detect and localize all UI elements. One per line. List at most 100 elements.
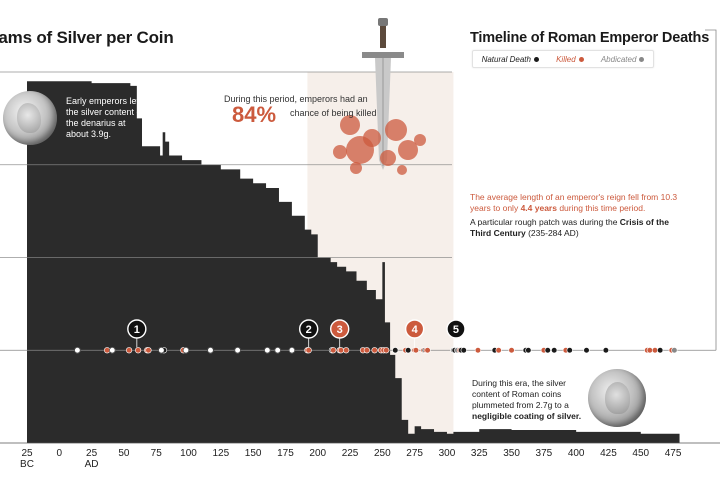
- annotation-crisis: A particular rough patch was during the …: [470, 217, 685, 239]
- legend: Natural Death Killed Abdicated: [472, 50, 654, 68]
- crisis-text-post: (235-284 AD): [525, 228, 579, 238]
- death-dot-4: [135, 347, 142, 354]
- marker-circle-4: [404, 319, 425, 339]
- legend-abdicated-dot: [639, 56, 645, 62]
- x-tick-label: 250: [373, 448, 391, 459]
- natural-outline-2: [158, 347, 165, 354]
- death-dot-25: [371, 347, 378, 354]
- blood-splatter-4: [398, 140, 418, 160]
- blood-splatter-8: [350, 162, 362, 174]
- timeline-connector: [705, 29, 717, 351]
- x-tick-label: 350: [503, 448, 520, 459]
- death-dot-56: [602, 347, 609, 354]
- early-coin-image: [3, 91, 57, 145]
- x-tick-label: 200: [309, 448, 327, 459]
- late-text-bold: negligible coating of silver.: [472, 411, 582, 421]
- x-tick-label: 175: [277, 448, 294, 459]
- death-dot-6: [145, 347, 152, 354]
- death-dot-37: [424, 347, 431, 354]
- death-dot-31: [405, 347, 412, 354]
- blood-splatter-7: [414, 134, 426, 146]
- x-tick-label: 25 BC: [12, 448, 42, 470]
- x-tick-label: 25 AD: [77, 448, 107, 470]
- death-dot-19: [330, 347, 337, 354]
- x-tick-label: 375: [535, 448, 553, 459]
- marker-number-1: 1: [134, 324, 140, 336]
- reign-text-post: during this time period.: [556, 203, 646, 213]
- death-dot-52: [551, 347, 558, 354]
- death-dot-21: [337, 347, 345, 354]
- legend-killed: Killed: [556, 55, 584, 64]
- blood-splatter-6: [333, 145, 347, 159]
- x-tick-label: 150: [244, 448, 262, 459]
- marker-number-2: 2: [306, 324, 312, 336]
- x-tick-label: 325: [470, 448, 488, 459]
- x-tick-label: 225: [341, 448, 359, 459]
- natural-outline-7: [274, 347, 281, 354]
- death-dot-33: [412, 347, 420, 354]
- annotation-reign: The average length of an emperor's reign…: [470, 192, 685, 239]
- marker-circle-5: [446, 319, 466, 339]
- blood-splatter-0: [340, 115, 360, 135]
- x-tick-label: 75: [150, 448, 162, 459]
- x-tick-sublabel: BC: [20, 459, 34, 470]
- death-dot-1: [104, 347, 111, 354]
- death-dot-24: [363, 347, 370, 354]
- legend-abdicated-label: Abdicated: [600, 54, 637, 64]
- chart-title-right: Timeline of Roman Emperor Deaths: [470, 30, 710, 46]
- death-dot-59: [651, 347, 659, 354]
- silver-content-area: [27, 81, 680, 444]
- death-dot-54: [566, 347, 573, 354]
- death-dot-17: [305, 347, 312, 354]
- natural-outline-3: [182, 347, 190, 354]
- blood-splatter-9: [397, 165, 407, 175]
- crisis-text-pre: A particular rough patch was during the: [470, 217, 620, 227]
- legend-natural-label: Natural Death: [481, 54, 531, 64]
- annotation-early-emperors: Early emperors left the silver content o…: [66, 96, 145, 139]
- sword-icon: [333, 18, 426, 175]
- x-tick-label: 100: [180, 448, 197, 459]
- annotation-reign-length: The average length of an emperor's reign…: [470, 192, 685, 214]
- x-tick-sublabel: AD: [84, 459, 99, 470]
- death-dot-44: [474, 347, 482, 354]
- legend-natural-dot: [533, 56, 539, 62]
- x-tick-label: 400: [567, 448, 585, 459]
- late-coin-image: [588, 369, 646, 427]
- chart-title-left: rams of Silver per Coin: [0, 28, 174, 47]
- crisis-text-bold: Crisis of the Third Century: [470, 217, 669, 238]
- death-dot-60: [657, 347, 664, 354]
- death-dot-46: [495, 347, 502, 354]
- death-dot-47: [508, 347, 515, 354]
- legend-killed-dot: [578, 56, 584, 62]
- marker-number-3: 3: [337, 324, 343, 336]
- blood-splatter-2: [363, 129, 381, 147]
- x-tick-label: 300: [438, 448, 456, 459]
- x-tick-label: 450: [632, 448, 650, 459]
- legend-natural: Natural Death: [482, 55, 539, 64]
- legend-killed-label: Killed: [556, 54, 576, 64]
- natural-outline-1: [109, 347, 116, 354]
- death-dot-49: [525, 347, 532, 354]
- annotation-killed-pre: During this period, emperors had an: [224, 94, 368, 104]
- death-dot-22: [343, 347, 350, 354]
- death-dot-43: [460, 347, 467, 354]
- blood-splatter-3: [385, 119, 407, 141]
- marker-circle-1: [127, 319, 147, 339]
- natural-outline-0: [74, 347, 81, 354]
- reign-text-bold: 4.4 years: [520, 203, 557, 213]
- death-dot-28: [383, 347, 390, 354]
- x-tick-label: 275: [406, 448, 423, 459]
- reign-text-pre: The average length of an emperor's reign…: [470, 192, 678, 213]
- natural-outline-6: [264, 347, 271, 354]
- marker-circle-3: [330, 319, 350, 339]
- late-text-pre: During this era, the silver content of R…: [472, 378, 569, 410]
- annotation-killed-percent: 84%: [232, 102, 277, 127]
- natural-outline-8: [288, 347, 295, 354]
- marker-circle-2: [298, 319, 319, 339]
- legend-abdicated: Abdicated: [601, 55, 645, 64]
- x-tick-label: 0: [56, 448, 63, 459]
- x-tick-label: 125: [212, 448, 230, 459]
- natural-outline-5: [234, 347, 241, 354]
- death-dot-29: [392, 347, 399, 354]
